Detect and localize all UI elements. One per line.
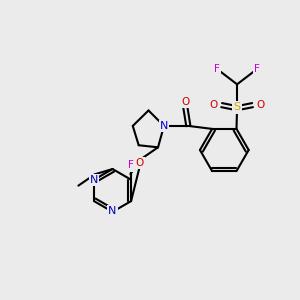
Text: N: N	[108, 206, 117, 216]
Text: F: F	[128, 160, 134, 170]
Text: S: S	[233, 103, 241, 112]
Text: N: N	[160, 121, 168, 131]
Text: O: O	[135, 158, 143, 168]
Text: O: O	[181, 97, 190, 107]
Text: F: F	[254, 64, 260, 74]
Text: N: N	[90, 175, 98, 185]
Text: O: O	[209, 100, 218, 110]
Text: F: F	[214, 64, 220, 74]
Text: O: O	[257, 100, 265, 110]
